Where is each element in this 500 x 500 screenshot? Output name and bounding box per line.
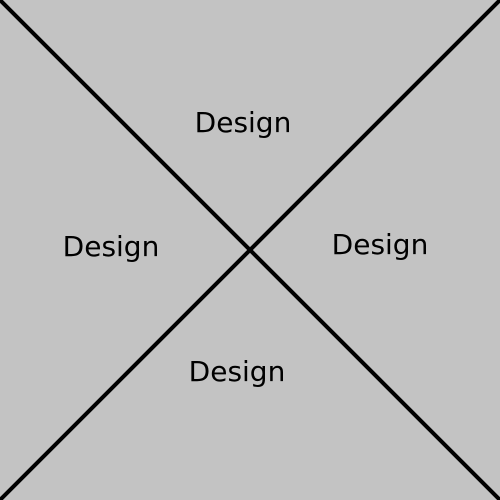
quadrant-label-left: Design: [62, 230, 160, 263]
quadrant-label-bottom: Design: [188, 355, 286, 388]
quadrant-label-right: Design: [331, 228, 429, 261]
quadrant-label-top: Design: [194, 106, 292, 139]
